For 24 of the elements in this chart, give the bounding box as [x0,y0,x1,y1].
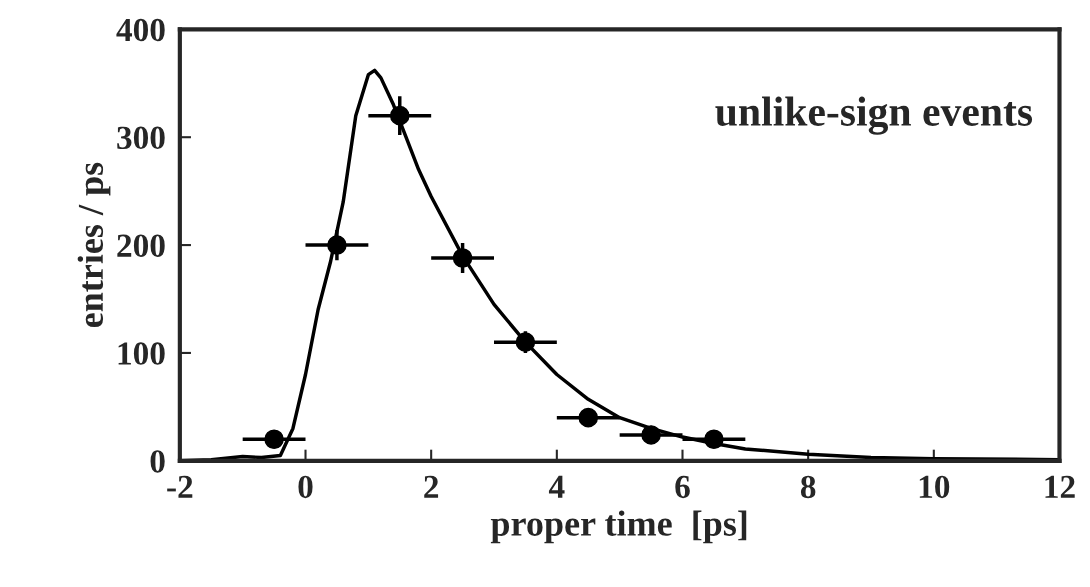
x-tick-label: 2 [424,475,439,498]
x-tick-label: 0 [298,475,313,499]
point [641,425,661,445]
x-tick-label: 4 [548,475,565,498]
y-tick-label: 200 [117,234,165,257]
y-tick-label: 0 [150,450,165,473]
annotation: unlike-sign events [715,96,1033,135]
point [452,248,473,268]
x-tick-label: 12 [1045,475,1075,498]
x-tick-label: -2 [167,475,193,498]
x-axis-title: proper time [ps] [490,510,747,544]
point [264,429,284,450]
y-tick-label: 300 [117,126,165,150]
x-tick-label: 8 [800,475,816,499]
x-tick-label: 6 [675,475,690,499]
point [515,332,536,352]
point [389,105,410,126]
y-tick-label: 400 [116,18,165,42]
point [327,235,347,255]
x-tick-label: 10 [919,475,950,499]
point [704,429,724,450]
point [578,407,599,428]
y-axis-title: entries / ps [77,162,111,328]
y-tick-label: 100 [118,342,165,365]
